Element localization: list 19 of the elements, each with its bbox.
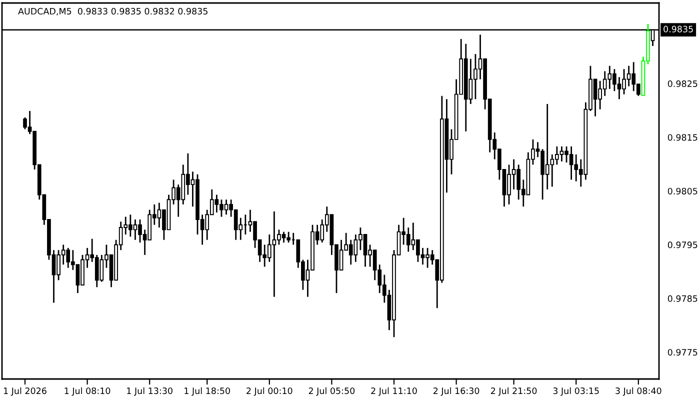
x-tick-label: 2 Jul 00:10: [246, 387, 292, 396]
x-tick-label: 2 Jul 16:30: [433, 387, 480, 396]
x-tick-label: 2 Jul 05:50: [308, 387, 355, 396]
y-tick-label: 0.9795: [668, 242, 698, 248]
x-tick-label: 1 Jul 08:10: [64, 387, 110, 396]
x-tick-label: 1 Jul 13:30: [127, 387, 172, 396]
x-tick-label: 2 Jul 11:10: [371, 387, 417, 396]
y-tick-label: 0.9805: [668, 188, 698, 194]
x-tick-label: 1 Jul 2026: [4, 387, 46, 396]
y-tick-label: 0.9785: [668, 295, 698, 302]
y-tick-label: 0.9815: [668, 134, 698, 141]
x-tick-label: 1 Jul 18:50: [184, 387, 230, 396]
x-tick-label: 3 Jul 03:15: [553, 387, 599, 396]
chart-title: AUDCAD,M5 0.9833 0.9835 0.9832 0.9835: [18, 8, 208, 16]
ref-line-label: 0.9835: [664, 26, 693, 32]
y-tick-label: 0.9825: [668, 80, 698, 88]
y-tick-label: 0.9775: [668, 348, 698, 356]
x-tick-label: 2 Jul 21:50: [490, 387, 537, 396]
x-tick-label: 3 Jul 08:40: [616, 387, 662, 396]
